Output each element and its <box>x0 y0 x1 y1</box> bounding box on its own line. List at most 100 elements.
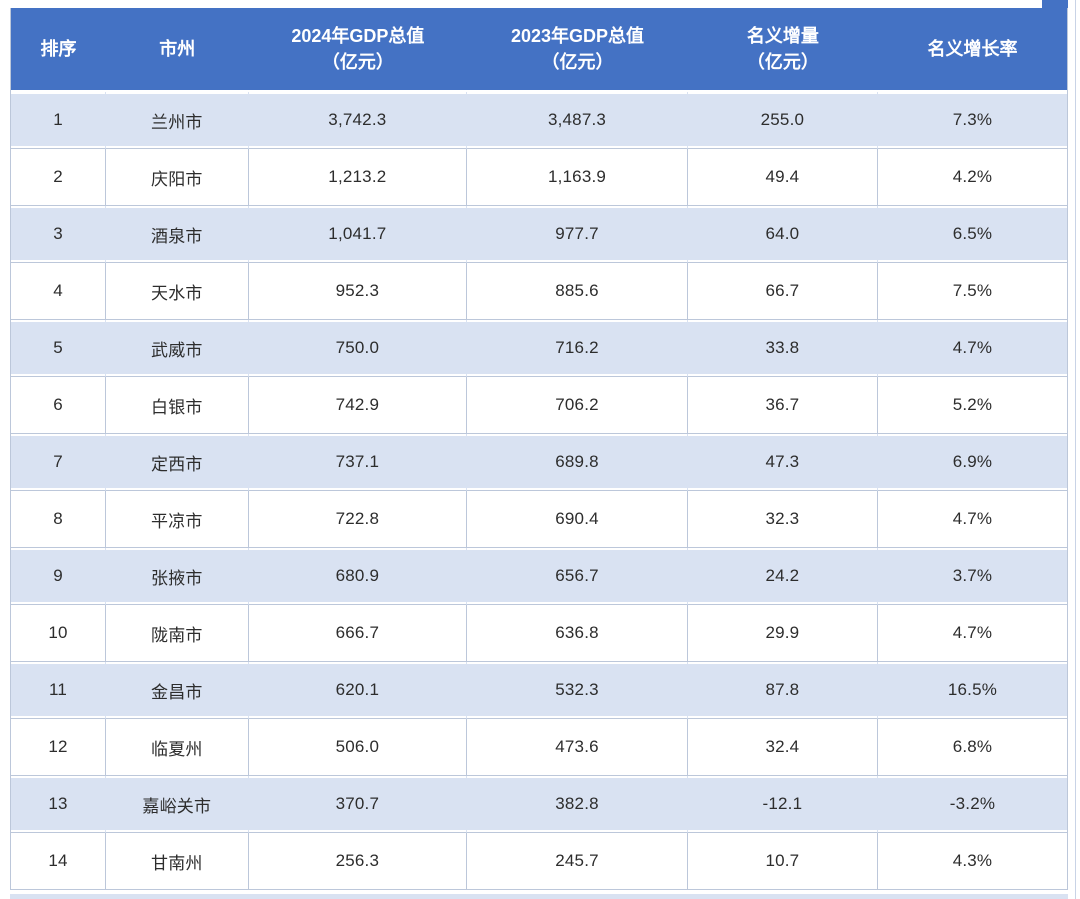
cell-growth: 16.5% <box>877 662 1067 719</box>
cell-gdp2023: 656.7 <box>467 548 688 605</box>
cell-gdp2024: 1,041.7 <box>248 206 468 263</box>
cell-growth: 4.2% <box>877 149 1067 206</box>
header-label-city: 市州 <box>159 38 196 59</box>
table-row: 14 甘南州 256.3 245.7 10.7 4.3% <box>11 833 1067 890</box>
cell-rank: 1 <box>11 92 107 149</box>
cell-rank: 11 <box>11 662 107 719</box>
header-label-rank: 排序 <box>40 38 77 59</box>
cell-gdp2024: 952.3 <box>248 263 468 320</box>
header-cell-city: 市州 <box>106 8 249 92</box>
table-row: 2 庆阳市 1,213.2 1,163.9 49.4 4.2% <box>11 149 1067 206</box>
cell-increase: 64.0 <box>687 206 878 263</box>
cell-gdp2023: 716.2 <box>467 320 688 377</box>
cell-rank: 13 <box>11 776 107 833</box>
cell-gdp2023: 245.7 <box>467 833 688 890</box>
cell-city: 陇南市 <box>106 605 249 662</box>
cell-growth: 7.3% <box>877 92 1067 149</box>
cell-rank: 2 <box>11 149 107 206</box>
cell-gdp2024: 256.3 <box>248 833 468 890</box>
table-row: 10 陇南市 666.7 636.8 29.9 4.7% <box>11 605 1067 662</box>
cell-city: 酒泉市 <box>106 206 249 263</box>
cell-gdp2023: 532.3 <box>467 662 688 719</box>
cell-growth: 6.9% <box>877 434 1067 491</box>
cell-growth: 4.7% <box>877 491 1067 548</box>
cell-city: 甘南州 <box>106 833 249 890</box>
gdp-ranking-table: 排序 市州 2024年GDP总值 （亿元） 2023年GDP总值 （亿元） 名义… <box>10 8 1068 890</box>
cell-increase: 24.2 <box>687 548 878 605</box>
cell-rank: 9 <box>11 548 107 605</box>
cell-gdp2024: 680.9 <box>248 548 468 605</box>
cell-increase: 47.3 <box>687 434 878 491</box>
header-cell-growth: 名义增长率 <box>877 8 1067 92</box>
cell-rank: 5 <box>11 320 107 377</box>
cell-gdp2023: 690.4 <box>467 491 688 548</box>
cell-city: 张掖市 <box>106 548 249 605</box>
cell-growth: 3.7% <box>877 548 1067 605</box>
cell-gdp2023: 977.7 <box>467 206 688 263</box>
cell-increase: 87.8 <box>687 662 878 719</box>
cell-gdp2024: 666.7 <box>248 605 468 662</box>
header-cell-gdp2024: 2024年GDP总值 （亿元） <box>248 8 468 92</box>
table-row: 1 兰州市 3,742.3 3,487.3 255.0 7.3% <box>11 92 1067 149</box>
cell-increase: 49.4 <box>687 149 878 206</box>
table-row: 3 酒泉市 1,041.7 977.7 64.0 6.5% <box>11 206 1067 263</box>
cell-increase: -12.1 <box>687 776 878 833</box>
header-corner-patch <box>1042 0 1068 9</box>
cell-increase: 66.7 <box>687 263 878 320</box>
header-label-gdp2024: 2024年GDP总值 （亿元） <box>291 25 425 72</box>
table-row: 13 嘉峪关市 370.7 382.8 -12.1 -3.2% <box>11 776 1067 833</box>
cell-growth: 4.7% <box>877 320 1067 377</box>
cell-growth: -3.2% <box>877 776 1067 833</box>
cell-gdp2024: 722.8 <box>248 491 468 548</box>
header-cell-increase: 名义增量 （亿元） <box>687 8 878 92</box>
cell-rank: 7 <box>11 434 107 491</box>
cell-increase: 36.7 <box>687 377 878 434</box>
cell-gdp2023: 3,487.3 <box>467 92 688 149</box>
table-row: 11 金昌市 620.1 532.3 87.8 16.5% <box>11 662 1067 719</box>
cell-rank: 3 <box>11 206 107 263</box>
header-label-growth: 名义增长率 <box>927 38 1018 59</box>
cell-increase: 29.9 <box>687 605 878 662</box>
cell-gdp2023: 689.8 <box>467 434 688 491</box>
cell-gdp2024: 620.1 <box>248 662 468 719</box>
partial-next-row <box>10 893 1068 899</box>
page-edge-line <box>1075 0 1076 899</box>
cell-increase: 32.3 <box>687 491 878 548</box>
cell-increase: 32.4 <box>687 719 878 776</box>
cell-rank: 10 <box>11 605 107 662</box>
cell-gdp2024: 370.7 <box>248 776 468 833</box>
table-row: 4 天水市 952.3 885.6 66.7 7.5% <box>11 263 1067 320</box>
table-row: 12 临夏州 506.0 473.6 32.4 6.8% <box>11 719 1067 776</box>
cell-rank: 8 <box>11 491 107 548</box>
cell-gdp2023: 636.8 <box>467 605 688 662</box>
cell-city: 兰州市 <box>106 92 249 149</box>
cell-growth: 6.8% <box>877 719 1067 776</box>
cell-growth: 4.7% <box>877 605 1067 662</box>
table-row: 9 张掖市 680.9 656.7 24.2 3.7% <box>11 548 1067 605</box>
header-cell-rank: 排序 <box>11 8 107 92</box>
cell-city: 白银市 <box>106 377 249 434</box>
cell-city: 金昌市 <box>106 662 249 719</box>
cell-rank: 4 <box>11 263 107 320</box>
table-row: 8 平凉市 722.8 690.4 32.3 4.7% <box>11 491 1067 548</box>
cell-increase: 10.7 <box>687 833 878 890</box>
cell-increase: 255.0 <box>687 92 878 149</box>
cell-gdp2023: 382.8 <box>467 776 688 833</box>
cell-rank: 12 <box>11 719 107 776</box>
table-body: 1 兰州市 3,742.3 3,487.3 255.0 7.3% 2 庆阳市 1… <box>11 92 1067 890</box>
cell-growth: 4.3% <box>877 833 1067 890</box>
table-row: 7 定西市 737.1 689.8 47.3 6.9% <box>11 434 1067 491</box>
cell-gdp2024: 737.1 <box>248 434 468 491</box>
cell-gdp2023: 1,163.9 <box>467 149 688 206</box>
cell-gdp2024: 742.9 <box>248 377 468 434</box>
cell-growth: 7.5% <box>877 263 1067 320</box>
cell-gdp2024: 750.0 <box>248 320 468 377</box>
cell-gdp2023: 885.6 <box>467 263 688 320</box>
cell-city: 天水市 <box>106 263 249 320</box>
header-cell-gdp2023: 2023年GDP总值 （亿元） <box>467 8 688 92</box>
table-header-row: 排序 市州 2024年GDP总值 （亿元） 2023年GDP总值 （亿元） 名义… <box>11 8 1067 92</box>
cell-city: 临夏州 <box>106 719 249 776</box>
cell-gdp2023: 473.6 <box>467 719 688 776</box>
cell-gdp2023: 706.2 <box>467 377 688 434</box>
